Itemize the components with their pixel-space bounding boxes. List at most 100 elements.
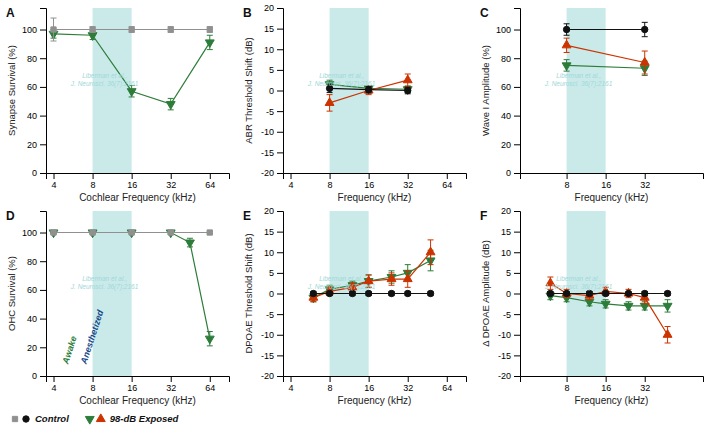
x-tick-mark <box>567 173 568 179</box>
x-tick-mark <box>210 376 211 382</box>
legend-label: Control <box>35 413 69 424</box>
marker <box>640 303 649 311</box>
texts: EFrequency (kHz)DPOAE Threshold Shift (d… <box>243 209 411 406</box>
x-axis: 81632 <box>521 173 704 190</box>
y-tick-mark <box>514 376 520 377</box>
marker <box>388 290 394 296</box>
error-bar <box>564 24 570 35</box>
y-tick-label: 20 <box>501 140 511 150</box>
marker <box>427 290 433 296</box>
y-tick-label: -20 <box>261 168 274 178</box>
y-tick-label: -5 <box>503 310 511 320</box>
watermark-line: Liberman et al., <box>319 72 364 79</box>
x-tick: 16 <box>364 376 374 393</box>
x-tick: 32 <box>640 376 650 393</box>
x-tick: 16 <box>601 376 611 393</box>
error-bar <box>90 27 96 33</box>
y-tick-label: 10 <box>264 248 274 258</box>
y-tick-mark <box>514 314 520 315</box>
watermark: Liberman et al.,J. Neurosci. 36(7):2161 <box>544 72 613 88</box>
y-tick: -20 <box>261 371 283 381</box>
y-tick-label: 10 <box>264 45 274 55</box>
series <box>51 230 213 235</box>
x-axis: 4 8 16 32 64 <box>47 173 230 190</box>
legend-label: 98-dB Exposed <box>110 413 179 424</box>
y-tick: 10 <box>264 248 283 258</box>
x-axis: 81632 <box>521 376 704 393</box>
legend-entry: Control <box>12 413 69 424</box>
y-tick-mark <box>40 58 46 59</box>
panel-title: A <box>6 6 15 20</box>
y-axis-title: Wave I Amplitude (%) <box>480 45 491 136</box>
y-axis: -20-15-10-505101520 <box>261 3 284 178</box>
x-tick: 32 <box>166 376 176 393</box>
y-tick-label: 15 <box>501 227 511 237</box>
marker <box>387 274 396 282</box>
x-axis-title: Cochlear Frequency (kHz) <box>79 395 196 406</box>
x-tick: 8 <box>328 173 333 190</box>
x-tick-mark <box>606 376 607 382</box>
x-axis-title: Frequency (kHz) <box>338 192 412 203</box>
panel-title: B <box>243 6 252 20</box>
x-tick: 16 <box>127 173 137 190</box>
y-tick: 15 <box>501 227 520 237</box>
y-tick-label: -10 <box>498 330 511 340</box>
x-tick-label: 8 <box>91 180 96 190</box>
series <box>562 38 649 74</box>
y-tick-label: 0 <box>32 371 37 381</box>
y-tick-label: -15 <box>261 351 274 361</box>
marker <box>585 290 594 298</box>
y-tick-label: -20 <box>261 371 274 381</box>
marker <box>207 27 212 32</box>
x-tick: 8 <box>91 173 96 190</box>
y-tick-label: 80 <box>27 257 37 267</box>
series <box>51 18 213 41</box>
marker <box>601 301 610 309</box>
x-tick: 32 <box>166 173 176 190</box>
y-tick: -15 <box>498 351 520 361</box>
y-tick-label: 5 <box>506 268 511 278</box>
y-tick: 20 <box>501 206 520 216</box>
y-tick: 20 <box>264 3 283 13</box>
x-tick: 64 <box>442 376 452 393</box>
y-tick-mark <box>514 211 520 212</box>
x-tick: 16 <box>601 173 611 190</box>
error-bar <box>366 86 372 93</box>
y-axis: -20-15-10-505101520 <box>498 206 521 381</box>
x-tick-label: 64 <box>205 180 215 190</box>
y-tick-mark <box>514 294 520 295</box>
y-tick-label: 40 <box>27 314 37 324</box>
marker <box>168 27 173 32</box>
noise-band <box>93 8 132 173</box>
watermark: Liberman et al.,J. Neurosci. 36(7):2161 <box>70 275 139 291</box>
y-tick-mark <box>277 273 283 274</box>
y-tick-mark <box>40 261 46 262</box>
y-tick: 80 <box>27 257 46 267</box>
x-tick: 64 <box>205 173 215 190</box>
x-tick: 8 <box>565 173 570 190</box>
x-axis: 48163264 <box>47 376 230 393</box>
marker <box>625 290 631 296</box>
x-tick-mark <box>369 376 370 382</box>
x-tick-label: 16 <box>127 180 137 190</box>
y-tick-label: 60 <box>27 285 37 295</box>
error-bar <box>207 27 213 33</box>
x-tick-mark <box>645 173 646 179</box>
error-bar <box>168 27 174 33</box>
x-tick: 4 <box>52 173 57 190</box>
watermark-line: J. Neurosci. 36(7):2161 <box>70 283 139 291</box>
x-tick-mark <box>132 173 133 179</box>
legend-marker <box>12 416 17 421</box>
y-tick-mark <box>277 355 283 356</box>
y-tick: 100 <box>22 25 46 35</box>
y-tick: -10 <box>261 330 283 340</box>
x-tick: 4 <box>289 376 294 393</box>
watermark-line: J. Neurosci. 36(7):2161 <box>544 80 613 88</box>
marker <box>49 230 58 238</box>
x-tick-mark <box>171 173 172 179</box>
marker <box>403 274 412 282</box>
y-tick-label: 100 <box>22 25 37 35</box>
marker <box>365 290 371 296</box>
y-tick: 10 <box>501 248 520 258</box>
series <box>309 250 435 303</box>
